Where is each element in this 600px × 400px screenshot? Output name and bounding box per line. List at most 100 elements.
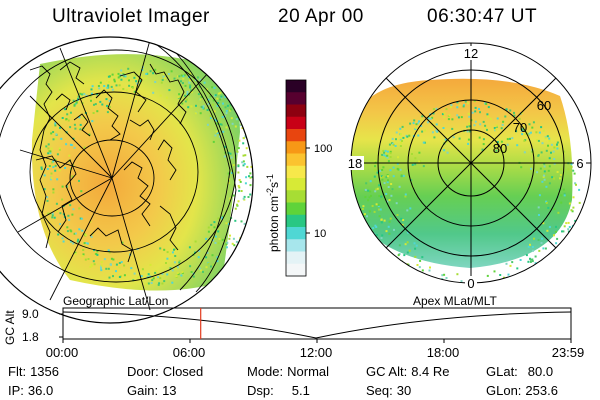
speckle-dot	[128, 79, 130, 82]
speckle-dot	[52, 160, 55, 163]
speckle-dot	[441, 274, 444, 277]
speckle-dot	[546, 229, 549, 232]
speckle-dot	[117, 72, 120, 75]
speckle-dot	[399, 127, 402, 130]
speckle-dot	[125, 89, 128, 92]
speckle-dot	[575, 183, 577, 186]
speckle-dot	[380, 221, 383, 224]
speckle-dot	[249, 176, 252, 179]
mlat-label-60: 60	[537, 98, 551, 113]
speckle-dot	[78, 116, 81, 119]
speckle-dot	[567, 168, 570, 171]
speckle-dot	[553, 162, 556, 165]
speckle-dot	[456, 273, 459, 276]
speckle-dot	[89, 220, 92, 223]
speckle-dot	[543, 178, 546, 181]
speckle-dot	[83, 242, 86, 245]
speckle-dot	[252, 157, 253, 160]
speckle-dot	[576, 221, 579, 224]
speckle-dot	[516, 308, 518, 310]
speckle-dot	[403, 285, 405, 287]
speckle-dot	[52, 138, 55, 141]
speckle-dot	[521, 112, 523, 114]
info-gain: Gain: 13	[127, 383, 177, 398]
speckle-dot	[139, 80, 142, 83]
speckle-dot	[386, 200, 389, 203]
speckle-dot	[482, 138, 485, 141]
speckle-dot	[72, 208, 75, 211]
speckle-dot	[213, 86, 216, 89]
speckle-dot	[563, 192, 566, 195]
speckle-dot	[127, 67, 130, 70]
speckle-dot	[398, 272, 401, 275]
speckle-dot	[111, 73, 114, 76]
speckle-dot	[509, 264, 512, 267]
speckle-dot	[423, 276, 426, 279]
speckle-dot	[445, 108, 448, 111]
speckle-dot	[552, 150, 555, 153]
speckle-dot	[92, 260, 95, 263]
speckle-dot	[535, 131, 538, 134]
speckle-dot	[227, 182, 230, 184]
speckle-dot	[61, 117, 64, 119]
speckle-dot	[544, 247, 547, 250]
speckle-dot	[567, 221, 570, 224]
speckle-dot	[529, 258, 532, 261]
speckle-dot	[133, 90, 136, 93]
speckle-dot	[174, 247, 177, 250]
speckle-dot	[544, 272, 547, 274]
speckle-dot	[421, 115, 424, 118]
speckle-dot	[427, 117, 430, 120]
speckle-dot	[549, 262, 552, 265]
speckle-dot	[169, 253, 172, 255]
speckle-dot	[146, 276, 149, 279]
speckle-dot	[389, 156, 392, 158]
speckle-dot	[83, 233, 86, 236]
speckle-dot	[534, 277, 537, 280]
speckle-dot	[428, 269, 431, 272]
speckle-dot	[454, 315, 456, 317]
speckle-dot	[46, 196, 49, 199]
colorbar-band	[286, 129, 306, 142]
speckle-dot	[429, 266, 431, 269]
speckle-dot	[423, 282, 426, 283]
speckle-dot	[107, 84, 110, 87]
speckle-dot	[398, 244, 401, 247]
speckle-dot	[154, 68, 157, 71]
speckle-dot	[538, 272, 541, 275]
speckle-dot	[398, 253, 401, 255]
speckle-dot	[61, 185, 64, 188]
speckle-dot	[458, 318, 460, 320]
speckle-dot	[232, 237, 235, 240]
speckle-dot	[415, 123, 418, 126]
speckle-dot	[393, 228, 395, 231]
speckle-dot	[190, 89, 193, 92]
speckle-dot	[67, 119, 70, 122]
speckle-dot	[556, 141, 559, 144]
speckle-dot	[157, 283, 160, 286]
speckle-dot	[171, 251, 174, 254]
speckle-dot	[402, 136, 405, 139]
speckle-dot	[69, 126, 72, 129]
speckle-dot	[225, 112, 228, 115]
speckle-dot	[506, 143, 509, 146]
speckle-dot	[207, 262, 210, 265]
speckle-dot	[397, 263, 399, 266]
speckle-dot	[198, 250, 201, 253]
speckle-dot	[389, 152, 392, 155]
speckle-dot	[369, 180, 372, 183]
speckle-dot	[174, 267, 177, 270]
speckle-dot	[207, 98, 210, 101]
speckle-dot	[216, 104, 219, 107]
speckle-dot	[238, 186, 241, 189]
speckle-dot	[420, 125, 423, 127]
speckle-dot	[82, 249, 85, 251]
speckle-dot	[245, 176, 248, 179]
speckle-dot	[200, 105, 203, 108]
speckle-dot	[181, 271, 184, 274]
speckle-dot	[554, 146, 557, 149]
speckle-dot	[415, 126, 417, 129]
speckle-dot	[52, 166, 55, 168]
speckle-dot	[108, 80, 111, 83]
speckle-dot	[374, 190, 377, 193]
